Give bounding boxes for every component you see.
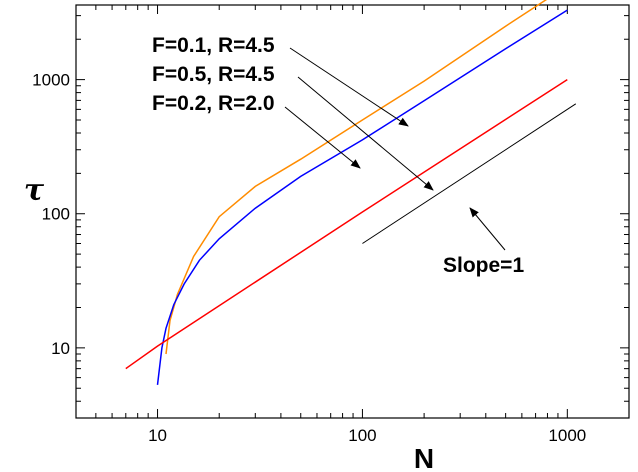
arrow-annotation-2 bbox=[297, 76, 434, 191]
y-tick-label: 10 bbox=[51, 339, 70, 358]
reference-slope-line bbox=[362, 103, 577, 244]
axis-ticks bbox=[75, 5, 630, 419]
arrow-annotation-3 bbox=[284, 106, 361, 169]
x-tick-label: 10 bbox=[148, 426, 167, 445]
arrow-annotation-slope bbox=[469, 207, 506, 251]
plot-frame bbox=[75, 4, 630, 419]
x-tick-label: 1000 bbox=[548, 426, 586, 445]
slope-reference-line bbox=[362, 103, 577, 244]
annotation-label-slope: Slope=1 bbox=[443, 254, 524, 277]
series-line-2 bbox=[156, 9, 568, 385]
x-tick-label: 100 bbox=[348, 426, 376, 445]
x-axis-title: N bbox=[414, 443, 434, 472]
data-series bbox=[125, 0, 568, 385]
arrow-annotation-1 bbox=[289, 47, 409, 127]
annotation-label-3: F=0.2, R=2.0 bbox=[152, 92, 275, 115]
series-line-3 bbox=[125, 78, 568, 370]
tick-labels: 10 100 1000 10 100 1000 bbox=[32, 71, 586, 445]
y-axis-title: τ bbox=[24, 173, 45, 208]
y-tick-label: 1000 bbox=[32, 71, 70, 90]
annotation-label-2: F=0.5, R=4.5 bbox=[152, 63, 275, 86]
annotation-arrows bbox=[284, 47, 506, 251]
y-tick-label: 100 bbox=[42, 205, 70, 224]
annotation-label-1: F=0.1, R=4.5 bbox=[152, 34, 275, 57]
